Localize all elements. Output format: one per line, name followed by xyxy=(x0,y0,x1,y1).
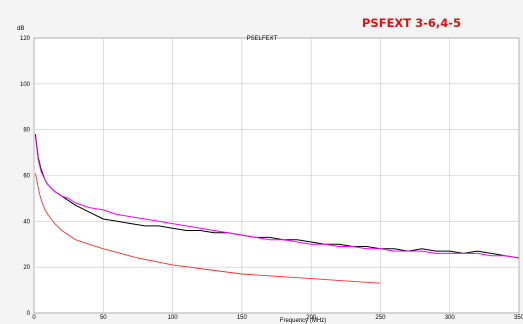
series-magenta-line xyxy=(34,136,520,259)
x-tick-label: 300 xyxy=(445,315,456,321)
x-axis-label: Frequency (MHz) xyxy=(280,318,326,324)
y-tick-label: 80 xyxy=(23,128,30,134)
x-tick-label: 250 xyxy=(375,315,386,321)
x-tick-label: 50 xyxy=(100,315,107,321)
x-tick-label: 0 xyxy=(32,315,36,321)
x-tick-label: 350 xyxy=(514,315,523,321)
chart-title: PSELFEXT xyxy=(247,36,278,42)
series-limit-line xyxy=(34,173,381,284)
y-tick-label: 60 xyxy=(23,174,30,180)
x-tick-label: 150 xyxy=(237,315,248,321)
tick-labels: 0 50 100 150 200 250 300 350 0 20 40 60 80 100 120 xyxy=(20,36,523,321)
y-axis-label: dB xyxy=(17,26,24,32)
y-tick-label: 0 xyxy=(27,311,31,317)
x-tick-label: 100 xyxy=(168,315,179,321)
y-tick-label: 100 xyxy=(20,82,31,88)
y-tick-label: 120 xyxy=(20,36,31,42)
y-tick-label: 20 xyxy=(23,265,30,271)
y-tick-label: 40 xyxy=(23,219,30,225)
x-tick-label: 200 xyxy=(306,315,317,321)
series-group xyxy=(34,134,520,284)
overlay-label: PSFEXT 3-6,4-5 xyxy=(362,16,461,30)
